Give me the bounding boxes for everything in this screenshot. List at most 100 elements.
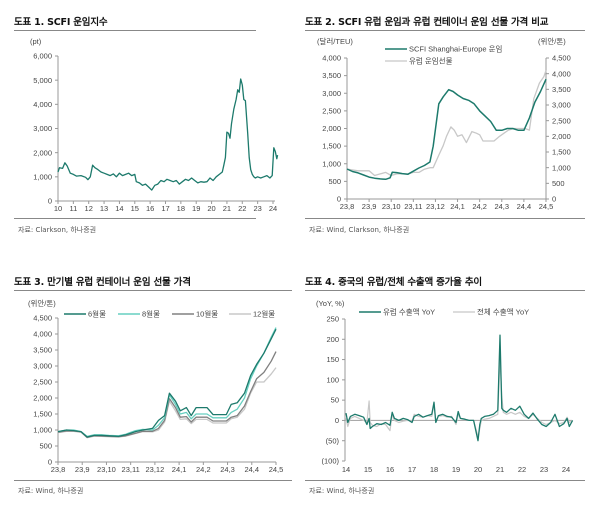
- chart2-source-divider: [305, 218, 585, 219]
- chart3-source: 자료: Wind, 하나증권: [18, 487, 84, 495]
- chart2-x-tick-label: 23,12: [426, 202, 445, 211]
- chart1-title-divider: [14, 30, 256, 31]
- chart3-y-tick-label: 3,000: [33, 362, 52, 371]
- chart3-y-tick-label: 3,500: [33, 346, 52, 355]
- chart3-y-tick-label: 2,000: [33, 394, 52, 403]
- chart3-series-aug-line: [57, 327, 277, 438]
- chart4-x-tick-label: 21: [496, 465, 504, 474]
- chart1-x-tick-label: 11: [69, 204, 77, 213]
- chart3-legend-jun-label: 6월물: [88, 309, 106, 319]
- chart2-y-left-tick-label: 2,000: [322, 124, 341, 133]
- chart1-x-tick-label: 15: [131, 204, 139, 213]
- chart4-x-tick-label: 17: [408, 465, 416, 474]
- chart4-x-tick-label: 15: [364, 465, 372, 474]
- chart2-y-left-tick-label: 1,500: [322, 142, 341, 151]
- chart2-y-right-tick-label: 3,000: [552, 101, 571, 110]
- chart1-y-tick-label: 1,000: [33, 172, 52, 181]
- chart4-y-tick-label: (100): [321, 457, 339, 466]
- chart2-y-left-tick-label: 1,000: [322, 159, 341, 168]
- chart4-y-tick-label: 250: [326, 315, 339, 324]
- chart4-x-tick-label: 20: [474, 465, 482, 474]
- chart2-y-right-tick-label: 4,500: [552, 54, 571, 63]
- chart3-x-tick-label: 23,12: [145, 465, 164, 474]
- chart3-x-tick-label: 24,4: [244, 465, 259, 474]
- chart3-x-tick-label: 23,10: [97, 465, 116, 474]
- chart2-x-tick-label: 24,5: [539, 202, 554, 211]
- chart3-x-tick-label: 24,1: [172, 465, 187, 474]
- chart3-y-tick-label: 4,500: [33, 314, 52, 323]
- chart3-x-tick-label: 23,11: [122, 465, 140, 474]
- chart4-y-tick-label: 0: [335, 416, 339, 425]
- chart3-y-tick-label: 1,000: [33, 426, 52, 435]
- chart2-x-tick-label: 23,10: [382, 202, 401, 211]
- chart2-legend-scfi-label: SCFI Shanghai-Europe 운임: [409, 45, 502, 54]
- chart4-y-unit: (YoY, %): [316, 299, 345, 308]
- chart2-legend-futures-label: 유럽 운임선물: [409, 57, 453, 66]
- chart4-y-tick-label: 150: [326, 355, 339, 364]
- chart2-y-left-tick-label: 4,000: [322, 54, 341, 63]
- chart1-x-tick-label: 21: [223, 204, 231, 213]
- chart2-y-left-tick-label: 3,000: [322, 89, 341, 98]
- chart2-y-right-tick-label: 1,000: [552, 163, 571, 172]
- chart2-y-right-tick-label: 4,000: [552, 69, 571, 78]
- chart2-title: 도표 2. SCFI 유럽 운임과 유럽 컨테이너 운임 선물 가격 비교: [305, 17, 549, 28]
- chart3-x-tick-label: 23,8: [51, 465, 66, 474]
- chart2-y-right-tick-label: 2,500: [552, 116, 571, 125]
- chart2-title-divider: [305, 30, 585, 31]
- chart2-y-left-tick-label: 0: [337, 195, 341, 204]
- chart4-x-tick-label: 16: [386, 465, 394, 474]
- chart4-x-tick-label: 18: [430, 465, 438, 474]
- chart1-y-tick-label: 5,000: [33, 76, 52, 85]
- chart4-y-tick-label: 50: [331, 396, 339, 405]
- chart4-y-tick-label: 200: [326, 335, 339, 344]
- chart1-x-tick-label: 23: [253, 204, 261, 213]
- chart1-x-tick-label: 10: [54, 204, 62, 213]
- chart2-y-right-tick-label: 2,000: [552, 132, 571, 141]
- chart2-y-left-tick-label: 2,500: [322, 106, 341, 115]
- chart3-legend-dec-label: 12월물: [253, 309, 275, 319]
- chart3-x-tick-label: 24,2: [196, 465, 211, 474]
- chart3-y-unit: (위안/톤): [28, 298, 56, 308]
- chart1-series-scfi-line: [57, 78, 279, 191]
- chart4-x-tick-label: 24: [562, 465, 570, 474]
- chart1-x-tick-label: 17: [161, 204, 169, 213]
- chart1-title: 도표 1. SCFI 운임지수: [14, 17, 108, 28]
- chart2-y-right-unit: (위안/톤): [538, 36, 566, 46]
- chart3-x-tick-label: 24,5: [269, 465, 284, 474]
- chart4-y-tick-label: (50): [326, 436, 340, 445]
- chart3-series-jun-line: [57, 328, 277, 438]
- chart2-y-right-tick-label: 3,500: [552, 85, 571, 94]
- chart1-y-unit: (pt): [30, 37, 42, 46]
- chart1-x-tick-label: 20: [207, 204, 215, 213]
- chart2-y-right-tick-label: 0: [552, 195, 556, 204]
- chart2-x-tick-label: 24,4: [517, 202, 532, 211]
- chart1-source: 자료: Clarkson, 하나증권: [18, 226, 97, 234]
- chart1-x-tick-label: 22: [238, 204, 246, 213]
- chart4-x-tick-label: 23: [540, 465, 548, 474]
- chart2-x-tick-label: 23,11: [404, 202, 422, 211]
- chart3-source-divider: [14, 480, 292, 481]
- chart2-x-tick-label: 24,2: [472, 202, 487, 211]
- chart4-legend-europe-label: 유럽 수출액 YoY: [383, 307, 435, 317]
- chart2-y-left-unit: (달러/TEU): [317, 37, 353, 46]
- chart1-y-tick-label: 3,000: [33, 124, 52, 133]
- chart3-x-tick-label: 24,3: [220, 465, 235, 474]
- chart4-source-divider: [305, 480, 585, 481]
- chart3-y-tick-label: 2,500: [33, 378, 52, 387]
- chart4-x-tick-label: 19: [452, 465, 460, 474]
- chart1-x-tick-label: 16: [146, 204, 154, 213]
- chart2-x-tick-label: 23,9: [362, 202, 377, 211]
- chart1-x-tick-label: 13: [100, 204, 108, 213]
- chart3-y-tick-label: 4,000: [33, 330, 52, 339]
- chart2-y-right-tick-label: 500: [552, 179, 565, 188]
- chart2-series-futures-line: [346, 70, 547, 177]
- chart1-y-tick-label: 4,000: [33, 100, 52, 109]
- chart1-y-tick-label: 2,000: [33, 148, 52, 157]
- chart2-y-right-tick-label: 1,500: [552, 148, 571, 157]
- chart4-y-tick-label: 100: [326, 375, 339, 384]
- chart1-y-tick-label: 6,000: [33, 52, 52, 61]
- chart1-x-tick-label: 19: [192, 204, 200, 213]
- chart2-x-tick-label: 24,3: [494, 202, 509, 211]
- chart3-x-tick-label: 23,9: [75, 465, 90, 474]
